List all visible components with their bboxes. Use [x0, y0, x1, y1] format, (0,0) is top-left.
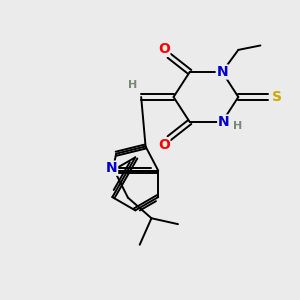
Text: N: N	[216, 65, 228, 79]
Text: S: S	[272, 90, 282, 104]
Text: N: N	[218, 115, 230, 129]
Text: H: H	[128, 80, 137, 90]
Text: O: O	[158, 138, 170, 152]
Text: N: N	[106, 161, 118, 175]
Text: H: H	[233, 121, 242, 130]
Text: O: O	[158, 42, 170, 56]
